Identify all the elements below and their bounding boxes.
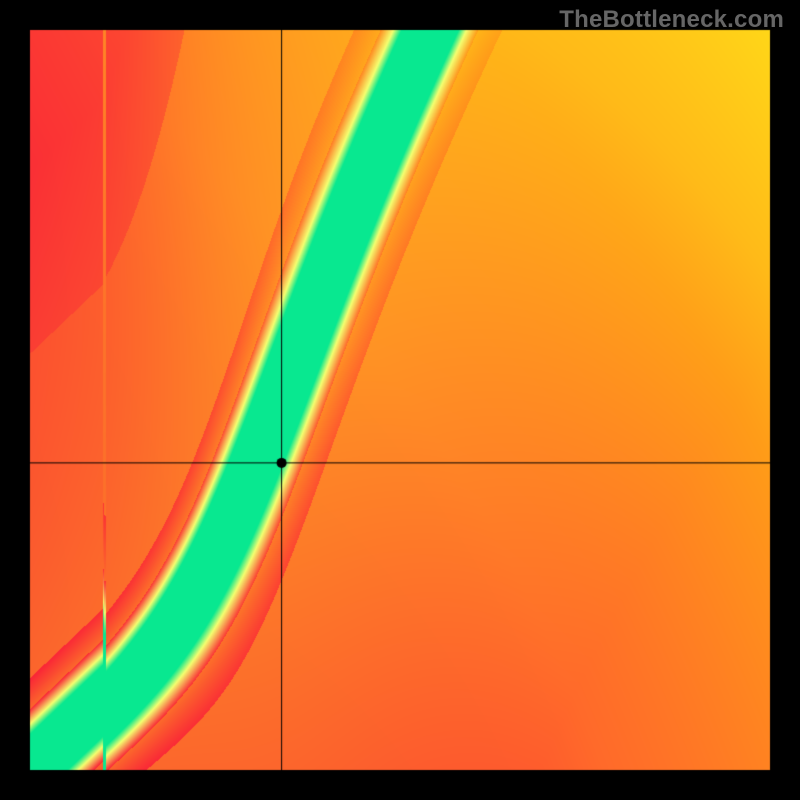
watermark-text: TheBottleneck.com — [559, 6, 784, 34]
heatmap-canvas — [0, 0, 800, 800]
chart-container: TheBottleneck.com — [0, 0, 800, 800]
